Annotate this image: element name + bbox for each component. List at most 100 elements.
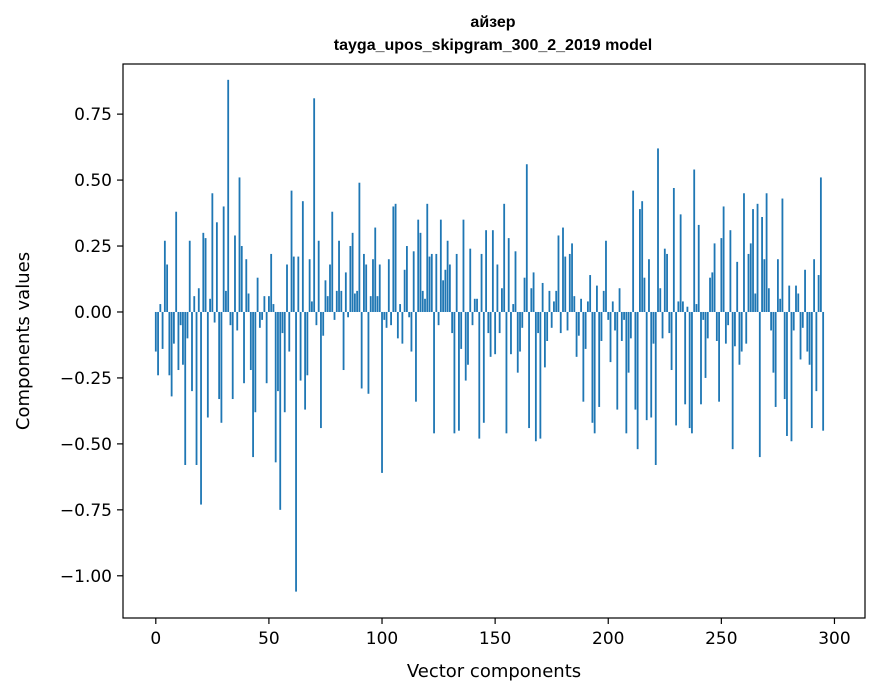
bar-264: [752, 209, 754, 312]
bar-265: [754, 293, 757, 312]
bar-69: [310, 301, 313, 312]
bar-1: [157, 311, 159, 376]
bar-94: [367, 311, 370, 394]
bar-71: [315, 311, 318, 326]
bar-208: [625, 311, 628, 434]
bar-136: [462, 219, 465, 312]
bar-191: [586, 301, 589, 312]
bar-220: [652, 311, 655, 344]
bar-244: [706, 311, 709, 339]
bar-160: [516, 311, 519, 373]
bar-66: [304, 311, 307, 410]
bar-96: [372, 259, 374, 312]
bar-144: [480, 253, 483, 312]
bar-29: [220, 311, 223, 423]
bar-25: [211, 193, 214, 312]
bar-112: [408, 311, 411, 318]
bar-204: [616, 311, 619, 410]
bar-230: [675, 311, 678, 426]
bar-86: [349, 246, 352, 312]
bar-206: [620, 311, 623, 341]
bar-60: [290, 190, 293, 312]
bar-93: [365, 264, 368, 312]
bar-259: [740, 311, 743, 352]
x-tick-label: 250: [705, 629, 737, 649]
bar-99: [378, 264, 381, 312]
bar-239: [695, 304, 698, 312]
bar-45: [256, 277, 259, 312]
x-tick-label: 50: [258, 629, 280, 649]
bar-279: [786, 311, 788, 436]
bar-16: [191, 311, 193, 392]
bar-253: [727, 311, 730, 326]
bar-85: [347, 311, 349, 318]
bar-84: [344, 272, 347, 312]
bar-88: [353, 293, 356, 312]
bar-20: [200, 311, 202, 505]
bar-38: [240, 246, 243, 312]
bar-147: [487, 311, 490, 334]
bar-139: [469, 248, 472, 312]
bar-276: [779, 298, 782, 312]
bar-172: [543, 311, 546, 368]
bar-77: [329, 264, 331, 312]
bar-107: [396, 311, 399, 339]
bar-115: [415, 311, 417, 402]
bar-198: [602, 290, 605, 312]
bar-292: [815, 311, 818, 392]
bar-188: [580, 298, 582, 312]
bar-236: [688, 311, 691, 429]
bar-180: [562, 227, 564, 312]
bar-103: [387, 259, 390, 312]
bar-196: [598, 311, 601, 407]
bar-155: [505, 311, 508, 434]
bar-135: [460, 311, 463, 349]
bar-210: [629, 311, 632, 339]
bar-202: [611, 301, 614, 312]
bar-295: [822, 311, 825, 431]
bar-24: [209, 298, 211, 312]
bar-51: [270, 253, 273, 312]
y-tick-label: 0.25: [74, 237, 112, 257]
bar-117: [419, 232, 422, 312]
bar-73: [320, 311, 322, 429]
bar-207: [623, 311, 625, 320]
bar-137: [464, 311, 467, 381]
bar-102: [385, 311, 388, 328]
bar-233: [681, 301, 684, 312]
bar-232: [679, 214, 682, 312]
bar-28: [218, 311, 221, 400]
bar-33: [229, 311, 232, 326]
bar-30: [222, 206, 225, 312]
bar-4: [163, 240, 166, 312]
bar-95: [369, 296, 372, 312]
bar-200: [607, 311, 610, 320]
bar-166: [530, 288, 533, 312]
bar-284: [797, 293, 800, 312]
plot-frame: [122, 63, 866, 619]
bar-35: [234, 235, 236, 312]
bar-294: [819, 177, 822, 312]
bar-39: [243, 311, 245, 384]
bars-group: [154, 79, 825, 592]
bar-26: [213, 311, 216, 323]
bar-145: [482, 311, 485, 423]
bar-228: [670, 311, 673, 371]
bar-146: [485, 230, 487, 312]
bar-72: [317, 240, 320, 312]
bar-247: [713, 243, 716, 312]
bar-240: [697, 224, 700, 312]
bar-118: [421, 290, 424, 312]
bar-245: [709, 277, 711, 312]
bar-257: [736, 261, 739, 312]
bar-168: [534, 311, 537, 442]
bar-91: [360, 311, 363, 389]
bar-171: [541, 282, 544, 312]
bar-78: [331, 211, 334, 312]
bar-79: [333, 311, 336, 320]
bar-219: [650, 311, 653, 418]
bar-216: [643, 277, 646, 312]
bar-87: [351, 232, 354, 312]
bar-161: [519, 311, 521, 352]
bar-169: [537, 311, 540, 334]
